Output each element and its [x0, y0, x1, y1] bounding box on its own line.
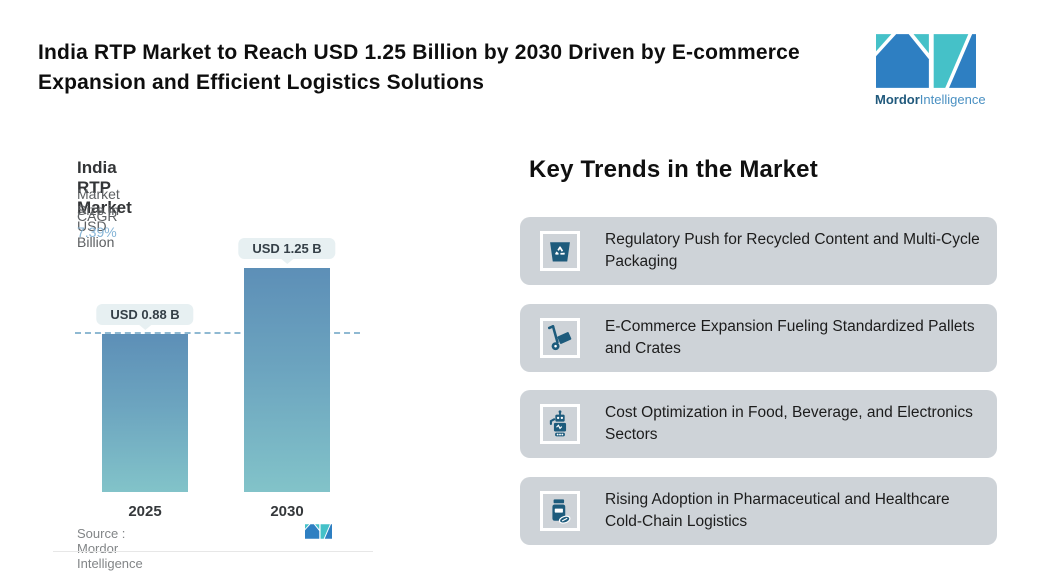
brand-name: MordorIntelligence — [875, 92, 986, 107]
trend-card-regulatory: Regulatory Push for Recycled Content and… — [520, 217, 997, 285]
chart-title: India RTP Market — [77, 158, 132, 217]
value-label-2025: USD 0.88 B — [96, 304, 194, 325]
hand-truck-icon — [540, 318, 580, 358]
brand-name-light: Intelligence — [919, 92, 986, 107]
trend-card-pharma: Rising Adoption in Pharmaceutical and He… — [520, 477, 997, 545]
bar-2030 — [244, 268, 330, 492]
medicine-bottle-icon — [540, 491, 580, 531]
bar-chart-plot: USD 0.88 B USD 1.25 B 2025 2030 — [75, 230, 360, 520]
trend-card-cost-optimization: Cost Optimization in Food, Beverage, and… — [520, 390, 997, 458]
trend-text: E-Commerce Expansion Fueling Standardize… — [605, 318, 975, 357]
page-title: India RTP Market to Reach USD 1.25 Billi… — [38, 41, 800, 94]
chart-subtitle: Market Size in USD Billion — [77, 186, 120, 250]
trends-heading: Key Trends in the Market — [529, 156, 818, 183]
chart-source: Source : Mordor Intelligence — [77, 526, 143, 571]
robot-icon — [540, 404, 580, 444]
value-label-2030: USD 1.25 B — [238, 238, 336, 259]
cagr-value: 7.39% — [77, 224, 117, 240]
brand-logo: MordorIntelligence — [875, 34, 986, 107]
mordor-intelligence-logo-icon — [875, 34, 977, 88]
trend-text: Rising Adoption in Pharmaceutical and He… — [605, 491, 950, 530]
chart-bottom-divider — [53, 551, 373, 552]
source-logo-icon — [305, 524, 332, 544]
x-tick-2030: 2030 — [270, 503, 304, 520]
brand-name-bold: Mordor — [875, 92, 920, 107]
trend-text: Regulatory Push for Recycled Content and… — [605, 231, 980, 270]
reference-dashed-line — [75, 332, 360, 334]
cagr-label: CAGR — [77, 208, 118, 224]
trend-card-ecommerce: E-Commerce Expansion Fueling Standardize… — [520, 304, 997, 372]
trend-text: Cost Optimization in Food, Beverage, and… — [605, 404, 973, 443]
chart-cagr: CAGR 7.39% — [77, 208, 117, 240]
x-tick-2025: 2025 — [128, 503, 162, 520]
recycle-bin-icon — [540, 231, 580, 271]
bar-2025 — [102, 334, 188, 492]
